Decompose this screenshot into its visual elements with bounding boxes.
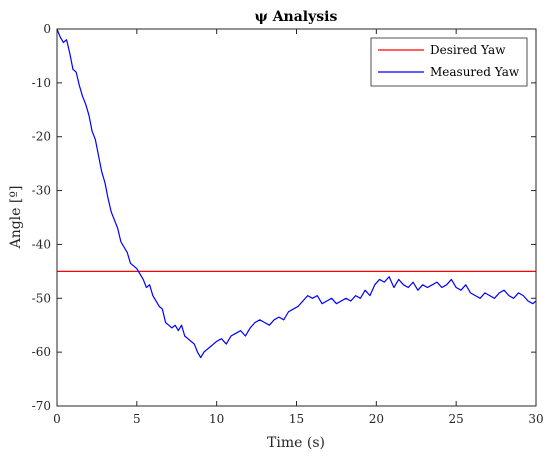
legend-label-desired-yaw: Desired Yaw xyxy=(430,43,506,57)
legend-label-measured-yaw: Measured Yaw xyxy=(430,65,520,79)
y-axis-label: Angle [º] xyxy=(8,186,24,250)
y-tick-label: -70 xyxy=(32,399,51,413)
y-tick-label: -30 xyxy=(32,184,51,198)
x-tick-label: 10 xyxy=(209,412,224,426)
chart-title: ψ Analysis xyxy=(255,9,338,25)
x-axis-label: Time (s) xyxy=(267,435,325,451)
legend: Desired Yaw Measured Yaw xyxy=(370,37,528,87)
y-tick-label: -40 xyxy=(32,237,51,251)
series-layer xyxy=(56,28,537,359)
y-tick-label: -10 xyxy=(32,76,51,90)
x-tick-label: 20 xyxy=(369,412,384,426)
y-tick-label: -50 xyxy=(32,291,51,305)
legend-box xyxy=(370,37,528,87)
x-tick-label: 25 xyxy=(449,412,464,426)
plot-frame xyxy=(56,28,537,407)
y-tick-label: 0 xyxy=(43,22,51,36)
series-line-measured-yaw xyxy=(56,28,537,359)
x-tick-label: 0 xyxy=(53,412,61,426)
x-tick-label: 15 xyxy=(289,412,304,426)
y-tick-label: -60 xyxy=(32,345,51,359)
x-tick-label: 30 xyxy=(528,412,543,426)
x-tick-label: 5 xyxy=(133,412,141,426)
y-tick-label: -20 xyxy=(32,130,51,144)
plot-area xyxy=(57,29,536,406)
ticks-layer: 0 5 10 15 20 25 30 0 -10 -20 -30 -40 -50 -60 -70 xyxy=(32,22,544,426)
